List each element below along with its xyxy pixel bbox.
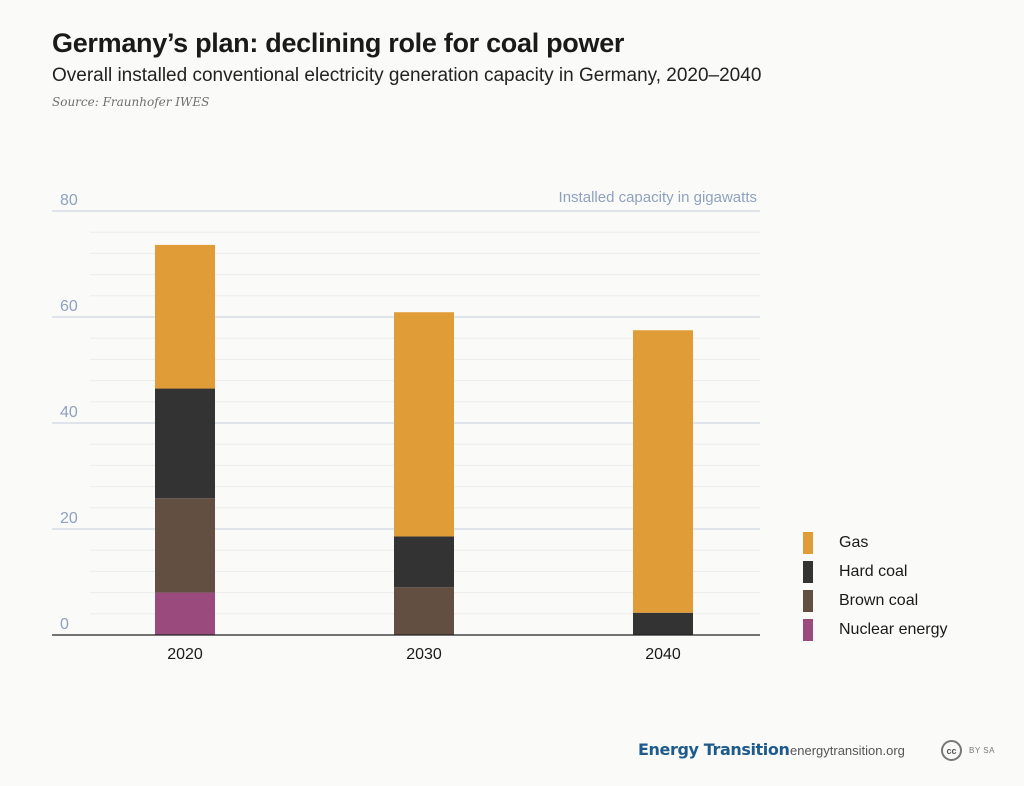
legend-label-hard-coal: Hard coal bbox=[839, 562, 908, 580]
legend-label-brown-coal: Brown coal bbox=[839, 591, 919, 609]
y-axis-label: Installed capacity in gigawatts bbox=[559, 189, 757, 206]
y-tick-label: 80 bbox=[60, 192, 78, 209]
bar-segment-hard-coal-2020 bbox=[155, 388, 215, 499]
chart-title: Germany’s plan: declining role for coal … bbox=[52, 28, 625, 58]
x-tick-label-2020: 2020 bbox=[167, 646, 203, 663]
bar-segment-brown-coal-2030 bbox=[394, 587, 454, 635]
bar-segment-gas-2030 bbox=[394, 312, 454, 537]
cc-license-icon: cc bbox=[941, 740, 962, 761]
footer: Energy Transition energytransition.org c… bbox=[0, 740, 1024, 761]
y-tick-label: 20 bbox=[60, 510, 78, 527]
legend-item-nuclear-energy: Nuclear energy bbox=[803, 615, 948, 644]
legend-label-gas: Gas bbox=[839, 533, 869, 551]
bar-segment-hard-coal-2040 bbox=[633, 612, 693, 635]
bar-segment-nuclear-energy-2020 bbox=[155, 592, 215, 635]
y-tick-label: 60 bbox=[60, 298, 78, 315]
bar-segment-gas-2040 bbox=[633, 330, 693, 613]
legend-swatch-gas bbox=[803, 531, 813, 554]
x-tick-label-2040: 2040 bbox=[645, 646, 681, 663]
legend-label-nuclear-energy: Nuclear energy bbox=[839, 620, 948, 638]
y-tick-label: 0 bbox=[60, 616, 69, 633]
brand-logo[interactable]: Energy Transition bbox=[638, 740, 790, 759]
y-tick-label: 40 bbox=[60, 404, 78, 421]
bar-segment-brown-coal-2020 bbox=[155, 498, 215, 593]
bar-segment-gas-2020 bbox=[155, 244, 215, 389]
x-tick-label-2030: 2030 bbox=[406, 646, 442, 663]
cc-license-text: BY SA bbox=[969, 746, 995, 755]
legend-item-gas: Gas bbox=[803, 528, 948, 557]
chart-subtitle: Overall installed conventional electrici… bbox=[52, 65, 762, 86]
legend: Gas Hard coal Brown coal Nuclear energy bbox=[803, 528, 948, 644]
legend-item-brown-coal: Brown coal bbox=[803, 586, 948, 615]
bar-segment-hard-coal-2030 bbox=[394, 536, 454, 588]
legend-swatch-brown-coal bbox=[803, 589, 813, 612]
legend-swatch-nuclear-energy bbox=[803, 618, 813, 641]
chart-source: Source: Fraunhofer IWES bbox=[52, 95, 210, 109]
legend-item-hard-coal: Hard coal bbox=[803, 557, 948, 586]
site-url[interactable]: energytransition.org bbox=[790, 743, 905, 758]
legend-swatch-hard-coal bbox=[803, 560, 813, 583]
